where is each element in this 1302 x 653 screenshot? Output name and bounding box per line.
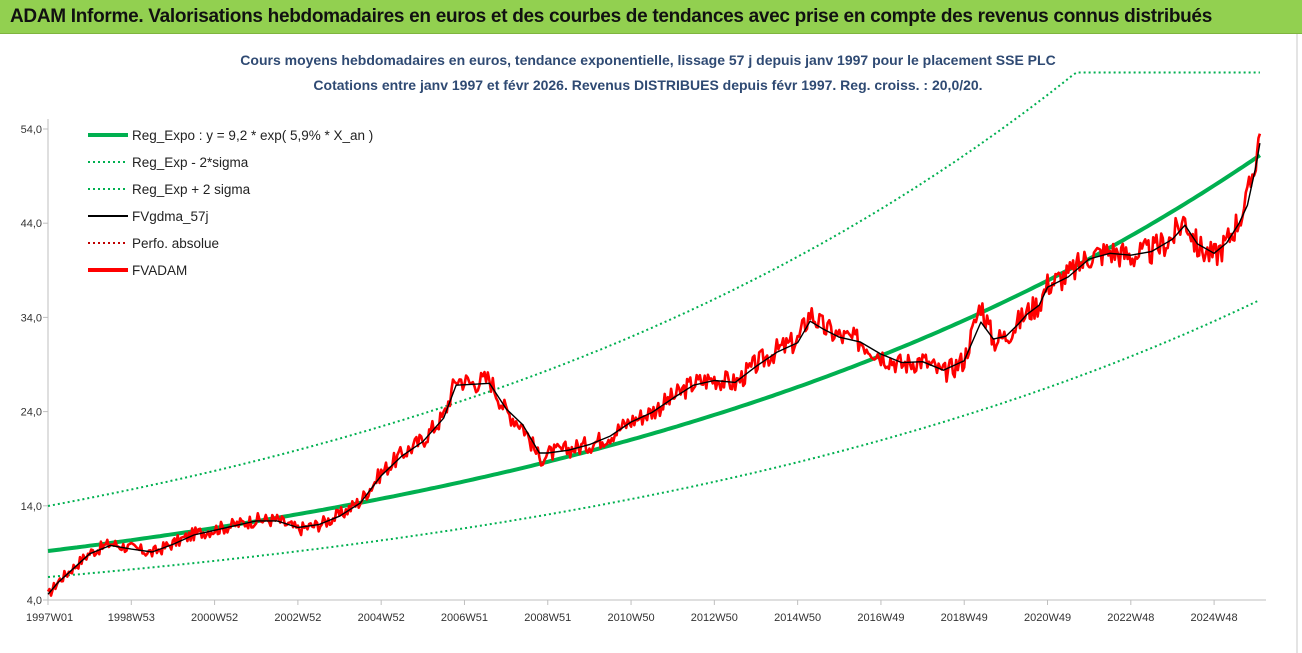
chart-area: Cours moyens hebdomadaires en euros, ten… [0,34,1302,653]
fvadam-line [46,133,1262,597]
y-tick-label: 4,0 [27,595,42,607]
x-tick-label: 2012W50 [691,612,738,624]
legend-label: FVADAM [132,263,187,278]
legend-label: Perfo. absolue [132,236,219,251]
x-tick-label: 1998W53 [108,612,155,624]
y-tick-label: 14,0 [21,501,42,513]
chart-background [0,34,1302,653]
y-tick-label: 44,0 [21,218,42,230]
x-tick-label: 2000W52 [191,612,238,624]
x-tick-label: 2002W52 [274,612,321,624]
x-tick-label: 2014W50 [774,612,821,624]
y-tick-label: 34,0 [21,312,42,324]
legend-label: Reg_Expo : y = 9,2 * exp( 5,9% * X_an ) [132,128,373,143]
x-tick-label: 2024W48 [1191,612,1238,624]
legend-label: Reg_Exp - 2*sigma [132,155,249,170]
chart-title-line-1: Cours moyens hebdomadaires en euros, ten… [240,52,1055,68]
x-tick-label: 2018W49 [941,612,988,624]
legend: Reg_Expo : y = 9,2 * exp( 5,9% * X_an ) R… [88,128,373,278]
legend-label: FVgdma_57j [132,209,209,224]
legend-label: Reg_Exp + 2 sigma [132,182,251,197]
y-tick-label: 54,0 [21,124,42,136]
report-banner: ADAM Informe. Valorisations hebdomadaire… [0,0,1302,34]
reg-lower-band-line [47,299,1261,578]
y-axis: 54,0 44,0 34,0 24,0 14,0 4,0 [21,119,49,607]
x-tick-label: 2010W50 [608,612,655,624]
x-tick-label: 2016W49 [857,612,904,624]
x-tick-label: 1997W01 [26,612,73,624]
report-title: ADAM Informe. Valorisations hebdomadaire… [10,6,1212,27]
price-chart: Cours moyens hebdomadaires en euros, ten… [0,34,1302,653]
fvgdma-57j-line [47,142,1261,595]
x-tick-label: 2004W52 [358,612,405,624]
chart-title-line-2: Cotations entre janv 1997 et févr 2026. … [313,77,982,93]
x-tick-label: 2008W51 [524,612,571,624]
reg-upper-band-line [47,71,1260,507]
x-axis: 1997W01 1998W53 2000W52 2002W52 2004W52 2006W… [26,599,1266,624]
x-tick-label: 2020W49 [1024,612,1071,624]
plot-lines [46,71,1262,597]
y-tick-label: 24,0 [21,407,42,419]
x-tick-label: 2006W51 [441,612,488,624]
x-tick-label: 2022W48 [1107,612,1154,624]
